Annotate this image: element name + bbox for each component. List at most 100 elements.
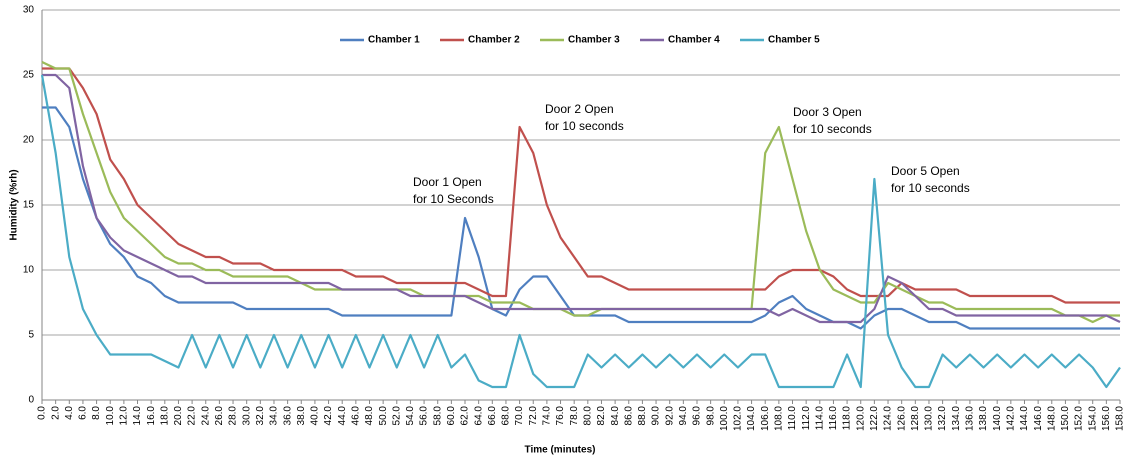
x-tick-label: 4.0: [64, 406, 75, 420]
x-tick-label: 42.0: [323, 406, 334, 426]
y-tick-label: 15: [23, 200, 35, 211]
x-axis-label: Time (minutes): [525, 445, 596, 456]
x-tick-label: 8.0: [91, 406, 102, 420]
x-tick-label: 74.0: [542, 406, 553, 426]
x-tick-label: 142.0: [1005, 406, 1016, 431]
x-tick-label: 12.0: [119, 406, 130, 426]
y-axis-label: Humidity (%rh): [9, 169, 20, 240]
x-tick-label: 102.0: [733, 406, 744, 431]
x-tick-label: 32.0: [255, 406, 266, 426]
annotation: Door 1 Open: [413, 175, 482, 189]
x-tick-label: 66.0: [487, 406, 498, 426]
x-tick-label: 40.0: [310, 406, 321, 426]
x-tick-label: 146.0: [1033, 406, 1044, 431]
x-tick-label: 68.0: [501, 406, 512, 426]
x-tick-label: 116.0: [828, 406, 839, 431]
x-tick-label: 14.0: [132, 406, 143, 426]
x-tick-label: 114.0: [814, 406, 825, 431]
annotation: for 10 Seconds: [413, 192, 494, 206]
annotation: for 10 seconds: [793, 122, 872, 136]
x-tick-label: 60.0: [446, 406, 457, 426]
x-tick-label: 138.0: [978, 406, 989, 431]
y-tick-label: 20: [23, 135, 35, 146]
series-line: [42, 73, 1121, 324]
x-tick-label: 78.0: [569, 406, 580, 426]
x-tick-label: 144.0: [1019, 406, 1030, 431]
x-tick-label: 112.0: [801, 406, 812, 431]
x-tick-label: 72.0: [528, 406, 539, 426]
x-tick-label: 58.0: [432, 406, 443, 426]
x-tick-label: 132.0: [937, 406, 948, 431]
x-tick-label: 48.0: [364, 406, 375, 426]
x-tick-label: 0.0: [37, 406, 48, 420]
x-tick-label: 150.0: [1060, 406, 1071, 431]
x-tick-label: 158.0: [1115, 406, 1126, 431]
x-tick-label: 96.0: [692, 406, 703, 426]
y-tick-label: 10: [23, 265, 35, 276]
x-tick-label: 140.0: [992, 406, 1003, 431]
x-tick-label: 126.0: [896, 406, 907, 431]
x-tick-label: 6.0: [78, 406, 89, 420]
x-tick-label: 120.0: [855, 406, 866, 431]
x-tick-label: 26.0: [214, 406, 225, 426]
y-tick-label: 0: [28, 395, 34, 406]
x-tick-label: 134.0: [951, 406, 962, 431]
x-tick-label: 84.0: [610, 406, 621, 426]
y-tick-label: 5: [28, 330, 34, 341]
annotation: Door 3 Open: [793, 105, 862, 119]
x-tick-label: 94.0: [678, 406, 689, 426]
x-tick-label: 20.0: [173, 406, 184, 426]
x-tick-label: 50.0: [378, 406, 389, 426]
legend-label: Chamber 4: [668, 35, 720, 46]
x-tick-label: 2.0: [50, 406, 61, 420]
x-tick-label: 76.0: [555, 406, 566, 426]
annotation: Door 5 Open: [891, 164, 960, 178]
x-tick-label: 118.0: [842, 406, 853, 431]
legend-label: Chamber 1: [368, 35, 420, 46]
x-tick-label: 52.0: [391, 406, 402, 426]
annotation: for 10 seconds: [545, 119, 624, 133]
x-tick-label: 38.0: [296, 406, 307, 426]
x-tick-label: 82.0: [596, 406, 607, 426]
x-tick-label: 122.0: [869, 406, 880, 431]
x-tick-label: 110.0: [787, 406, 798, 431]
x-tick-label: 18.0: [159, 406, 170, 426]
x-tick-label: 62.0: [460, 406, 471, 426]
y-tick-label: 30: [23, 5, 35, 16]
x-tick-label: 54.0: [405, 406, 416, 426]
x-tick-label: 98.0: [705, 406, 716, 426]
legend-label: Chamber 2: [468, 35, 520, 46]
series-line: [40, 74, 1121, 389]
x-tick-label: 64.0: [473, 406, 484, 426]
x-tick-label: 24.0: [200, 406, 211, 426]
y-tick-label: 25: [23, 70, 35, 81]
x-tick-label: 156.0: [1101, 406, 1112, 431]
series-line: [42, 67, 1120, 304]
x-tick-label: 28.0: [228, 406, 239, 426]
x-tick-label: 30.0: [241, 406, 252, 426]
x-tick-label: 34.0: [269, 406, 280, 426]
x-tick-label: 124.0: [883, 406, 894, 431]
x-tick-label: 154.0: [1087, 406, 1098, 431]
annotation: Door 2 Open: [545, 102, 614, 116]
x-tick-label: 86.0: [623, 406, 634, 426]
x-tick-label: 22.0: [187, 406, 198, 426]
x-tick-label: 152.0: [1074, 406, 1085, 431]
x-tick-label: 88.0: [637, 406, 648, 426]
x-tick-label: 128.0: [910, 406, 921, 431]
legend-label: Chamber 5: [768, 35, 820, 46]
x-tick-label: 108.0: [774, 406, 785, 431]
x-tick-label: 36.0: [282, 406, 293, 426]
x-tick-label: 90.0: [651, 406, 662, 426]
x-tick-label: 16.0: [146, 406, 157, 426]
x-tick-label: 100.0: [719, 406, 730, 431]
legend-label: Chamber 3: [568, 35, 620, 46]
x-tick-label: 80.0: [582, 406, 593, 426]
x-tick-label: 56.0: [419, 406, 430, 426]
x-tick-label: 130.0: [924, 406, 935, 431]
x-tick-label: 10.0: [105, 406, 116, 426]
x-tick-label: 70.0: [514, 406, 525, 426]
x-tick-label: 106.0: [760, 406, 771, 431]
